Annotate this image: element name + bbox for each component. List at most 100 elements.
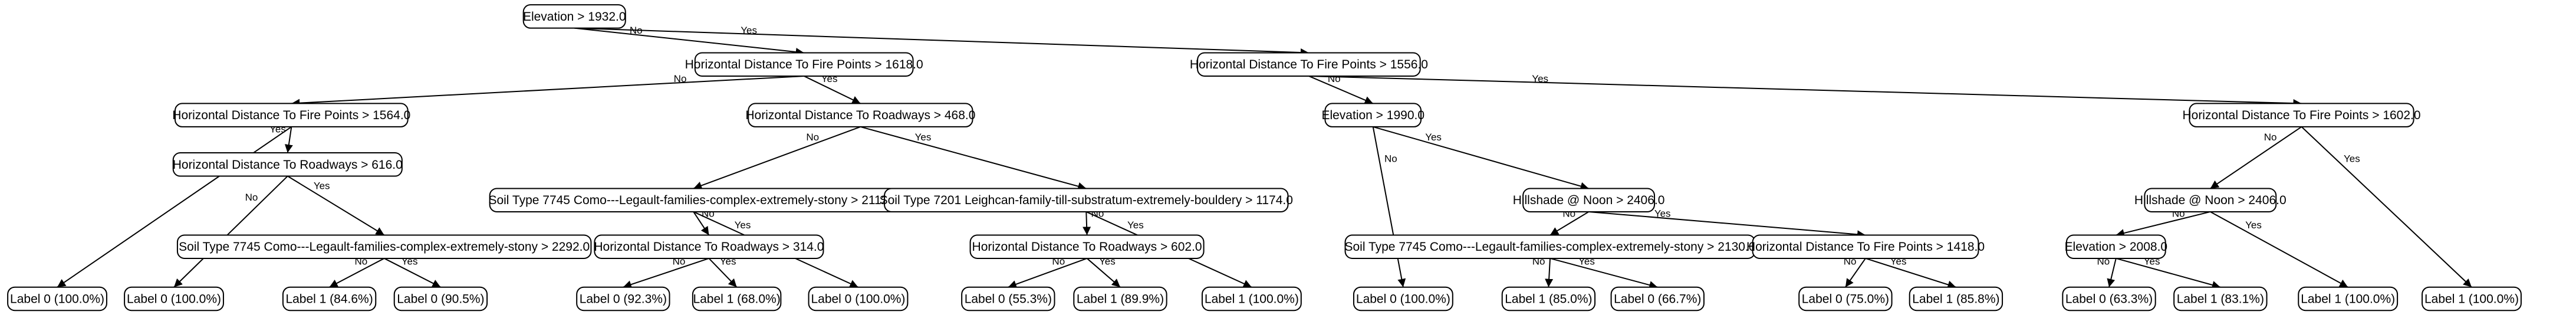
edge-n15-l13: [1549, 257, 1658, 289]
node-box: [393, 286, 488, 312]
decision-node: Horizontal Distance To Roadways > 602.0: [969, 234, 1205, 259]
decision-node: Horizontal Distance To Roadways > 314.0: [594, 234, 824, 259]
decision-node: Horizontal Distance To Roadways > 468.0: [745, 103, 975, 127]
node-box: [522, 4, 626, 29]
edge-n16-l14: [1845, 258, 1866, 288]
node-label: Horizontal Distance To Fire Points > 160…: [2182, 109, 2420, 122]
nodes-layer: Elevation > 1932.0 Horizontal Distance To…: [7, 4, 2522, 312]
node-label: Label 0 (100.0%): [1356, 292, 1450, 306]
node-label: Soil Type 7745 Como---Legault-families-c…: [1344, 240, 1755, 254]
edge-label: No: [1384, 153, 1397, 165]
edge-label: Yes: [741, 25, 757, 36]
node-box: [576, 286, 670, 312]
node-label: Soil Type 7745 Como---Legault-families-c…: [488, 194, 898, 207]
node-label: Label 1 (84.6%): [285, 292, 373, 306]
leaf-node: Label 0 (100.0%): [1353, 286, 1453, 312]
edge-n14-l9: [1086, 258, 1121, 288]
decision-node: Soil Type 7201 Leighcan-family-till-subs…: [880, 188, 1293, 212]
leaf-node: Label 0 (100.0%): [124, 286, 224, 312]
edge-n13-l6: [708, 258, 738, 288]
node-box: [1909, 286, 2003, 312]
node-box: [969, 234, 1205, 259]
node-label: Label 0 (100.0%): [811, 292, 905, 306]
edge-n9-n14: [1083, 211, 1091, 235]
leaf-node: Label 1 (83.1%): [2173, 286, 2268, 312]
edge-n0-n2: [574, 27, 1309, 57]
node-label: Label 1 (85.8%): [1912, 292, 1999, 306]
node-box: [1610, 286, 1705, 312]
edge-label: No: [245, 192, 258, 203]
edge-n4-n9: [860, 126, 1087, 191]
edge-label: Yes: [2245, 219, 2262, 231]
edge-label: Yes: [1425, 132, 1442, 143]
node-box: [1752, 234, 1979, 259]
node-box: [692, 286, 782, 312]
edge-n4-n8: [693, 126, 861, 190]
edge-label: Yes: [1127, 219, 1144, 231]
leaf-node: Label 0 (90.5%): [393, 286, 488, 312]
edge-n7-n12: [287, 175, 385, 236]
edge-label: No: [2264, 132, 2277, 143]
node-box: [2065, 234, 2166, 259]
edge-n11-n17: [2116, 211, 2211, 237]
decision-node: Horizontal Distance To Fire Points > 155…: [1190, 52, 1428, 77]
node-label: Horizontal Distance To Fire Points > 156…: [172, 109, 410, 122]
decision-node: Horizontal Distance To Fire Points > 160…: [2182, 103, 2421, 127]
leaf-node: Label 0 (92.3%): [576, 286, 670, 312]
node-box: [282, 286, 377, 312]
edge-n15-l12: [1545, 258, 1554, 287]
edge-n13-l5: [623, 257, 709, 289]
leaf-node: Label 0 (63.3%): [2062, 286, 2156, 312]
edge-n5-n10: [1373, 126, 1589, 191]
edge-n10-n15: [1549, 211, 1590, 236]
node-label: Horizontal Distance To Fire Points > 161…: [685, 58, 923, 71]
node-box: [884, 188, 1289, 212]
node-box: [2062, 286, 2156, 312]
node-label: Label 1 (83.1%): [2177, 292, 2264, 306]
node-box: [1522, 188, 1656, 212]
node-label: Horizontal Distance To Roadways > 314.0: [594, 240, 824, 254]
node-label: Elevation > 1990.0: [1321, 109, 1424, 122]
node-label: Label 0 (100.0%): [10, 292, 104, 306]
decision-node: Horizontal Distance To Fire Points > 141…: [1746, 234, 1985, 259]
node-box: [1798, 286, 1893, 312]
node-label: Horizontal Distance To Roadways > 468.0: [745, 109, 975, 122]
decision-node: Hillshade @ Noon > 2406.0: [1513, 188, 1665, 212]
node-label: Hillshade @ Noon > 2406.0: [1513, 194, 1665, 207]
node-box: [808, 286, 909, 312]
leaf-node: Label 1 (68.0%): [692, 286, 782, 312]
node-label: Label 1 (68.0%): [693, 292, 780, 306]
node-box: [2189, 103, 2414, 127]
edge-label: Yes: [314, 181, 330, 192]
edge-n12-l4: [384, 258, 441, 288]
decision-node: Horizontal Distance To Roadways > 616.0: [172, 152, 403, 177]
node-label: Hillshade @ Noon > 2406.0: [2134, 194, 2287, 207]
node-label: Horizontal Distance To Fire Points > 141…: [1746, 240, 1985, 254]
decision-node: Hillshade @ Noon > 2406.0: [2134, 188, 2287, 212]
decision-node: Elevation > 1932.0: [522, 4, 626, 29]
node-label: Soil Type 7745 Como---Legault-families-c…: [179, 240, 590, 254]
edge-n5-l11: [1372, 126, 1406, 287]
node-label: Soil Type 7201 Leighcan-family-till-subs…: [880, 194, 1293, 207]
decision-node: Elevation > 1990.0: [1321, 103, 1424, 127]
edge-n6-l19: [2301, 126, 2472, 288]
edge-n1-n3: [291, 75, 804, 107]
node-label: Horizontal Distance To Fire Points > 155…: [1190, 58, 1428, 71]
decision-node: Soil Type 7745 Como---Legault-families-c…: [488, 188, 899, 212]
node-box: [172, 152, 403, 177]
node-label: Label 1 (100.0%): [2424, 292, 2519, 306]
node-box: [961, 286, 1055, 312]
edge-label: No: [806, 132, 819, 143]
node-label: Label 0 (100.0%): [127, 292, 221, 306]
node-label: Label 1 (100.0%): [2301, 292, 2395, 306]
node-label: Label 1 (89.9%): [1077, 292, 1164, 306]
leaf-node: Label 1 (100.0%): [2422, 286, 2522, 312]
node-box: [1353, 286, 1453, 312]
node-label: Label 0 (90.5%): [397, 292, 484, 306]
node-box: [176, 234, 592, 259]
decision-node: Soil Type 7745 Como---Legault-families-c…: [1344, 234, 1756, 259]
edge-n14-l8: [1008, 257, 1087, 289]
node-label: Horizontal Distance To Roadways > 602.0: [972, 240, 1202, 254]
edge-n2-n5: [1308, 76, 1374, 104]
